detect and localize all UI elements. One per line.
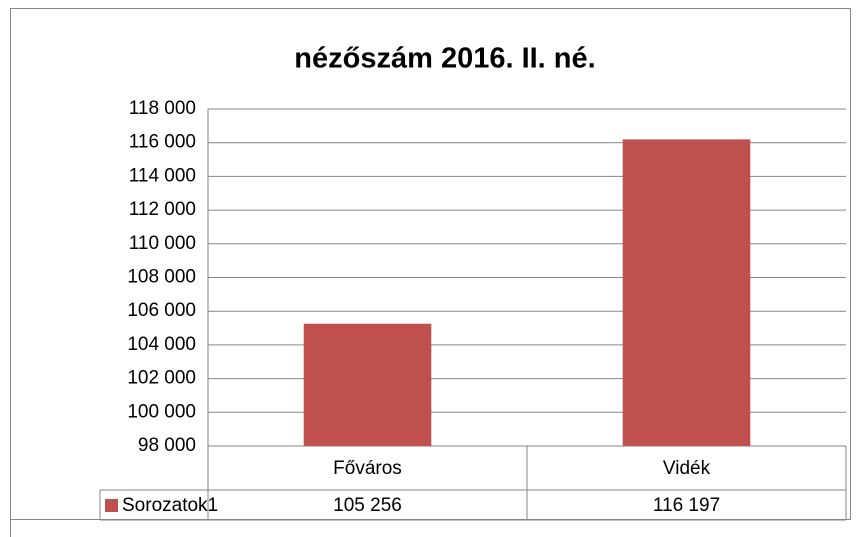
chart-title: nézőszám 2016. II. né. <box>294 43 595 75</box>
x-tick-label: Főváros <box>333 458 402 479</box>
data-label: 116 197 <box>653 495 720 516</box>
x-tick-label: Vidék <box>663 458 711 479</box>
y-tick-label: 106 000 <box>127 300 196 321</box>
data-label: 105 256 <box>333 495 402 516</box>
y-tick-label: 110 000 <box>129 233 196 254</box>
y-tick-label: 108 000 <box>127 267 196 288</box>
bar <box>303 323 432 446</box>
bar <box>622 139 751 446</box>
y-tick-label: 104 000 <box>127 334 196 355</box>
y-tick-label: 98 000 <box>138 435 196 456</box>
y-tick-label: 116 000 <box>129 132 196 153</box>
y-tick-label: 100 000 <box>127 401 196 422</box>
legend-label: Sorozatok1 <box>122 495 218 516</box>
y-tick-label: 118 000 <box>129 98 196 119</box>
legend-key <box>105 499 118 512</box>
y-tick-label: 114 000 <box>129 165 196 186</box>
y-tick-label: 102 000 <box>127 368 196 389</box>
y-tick-label: 112 000 <box>129 199 196 220</box>
